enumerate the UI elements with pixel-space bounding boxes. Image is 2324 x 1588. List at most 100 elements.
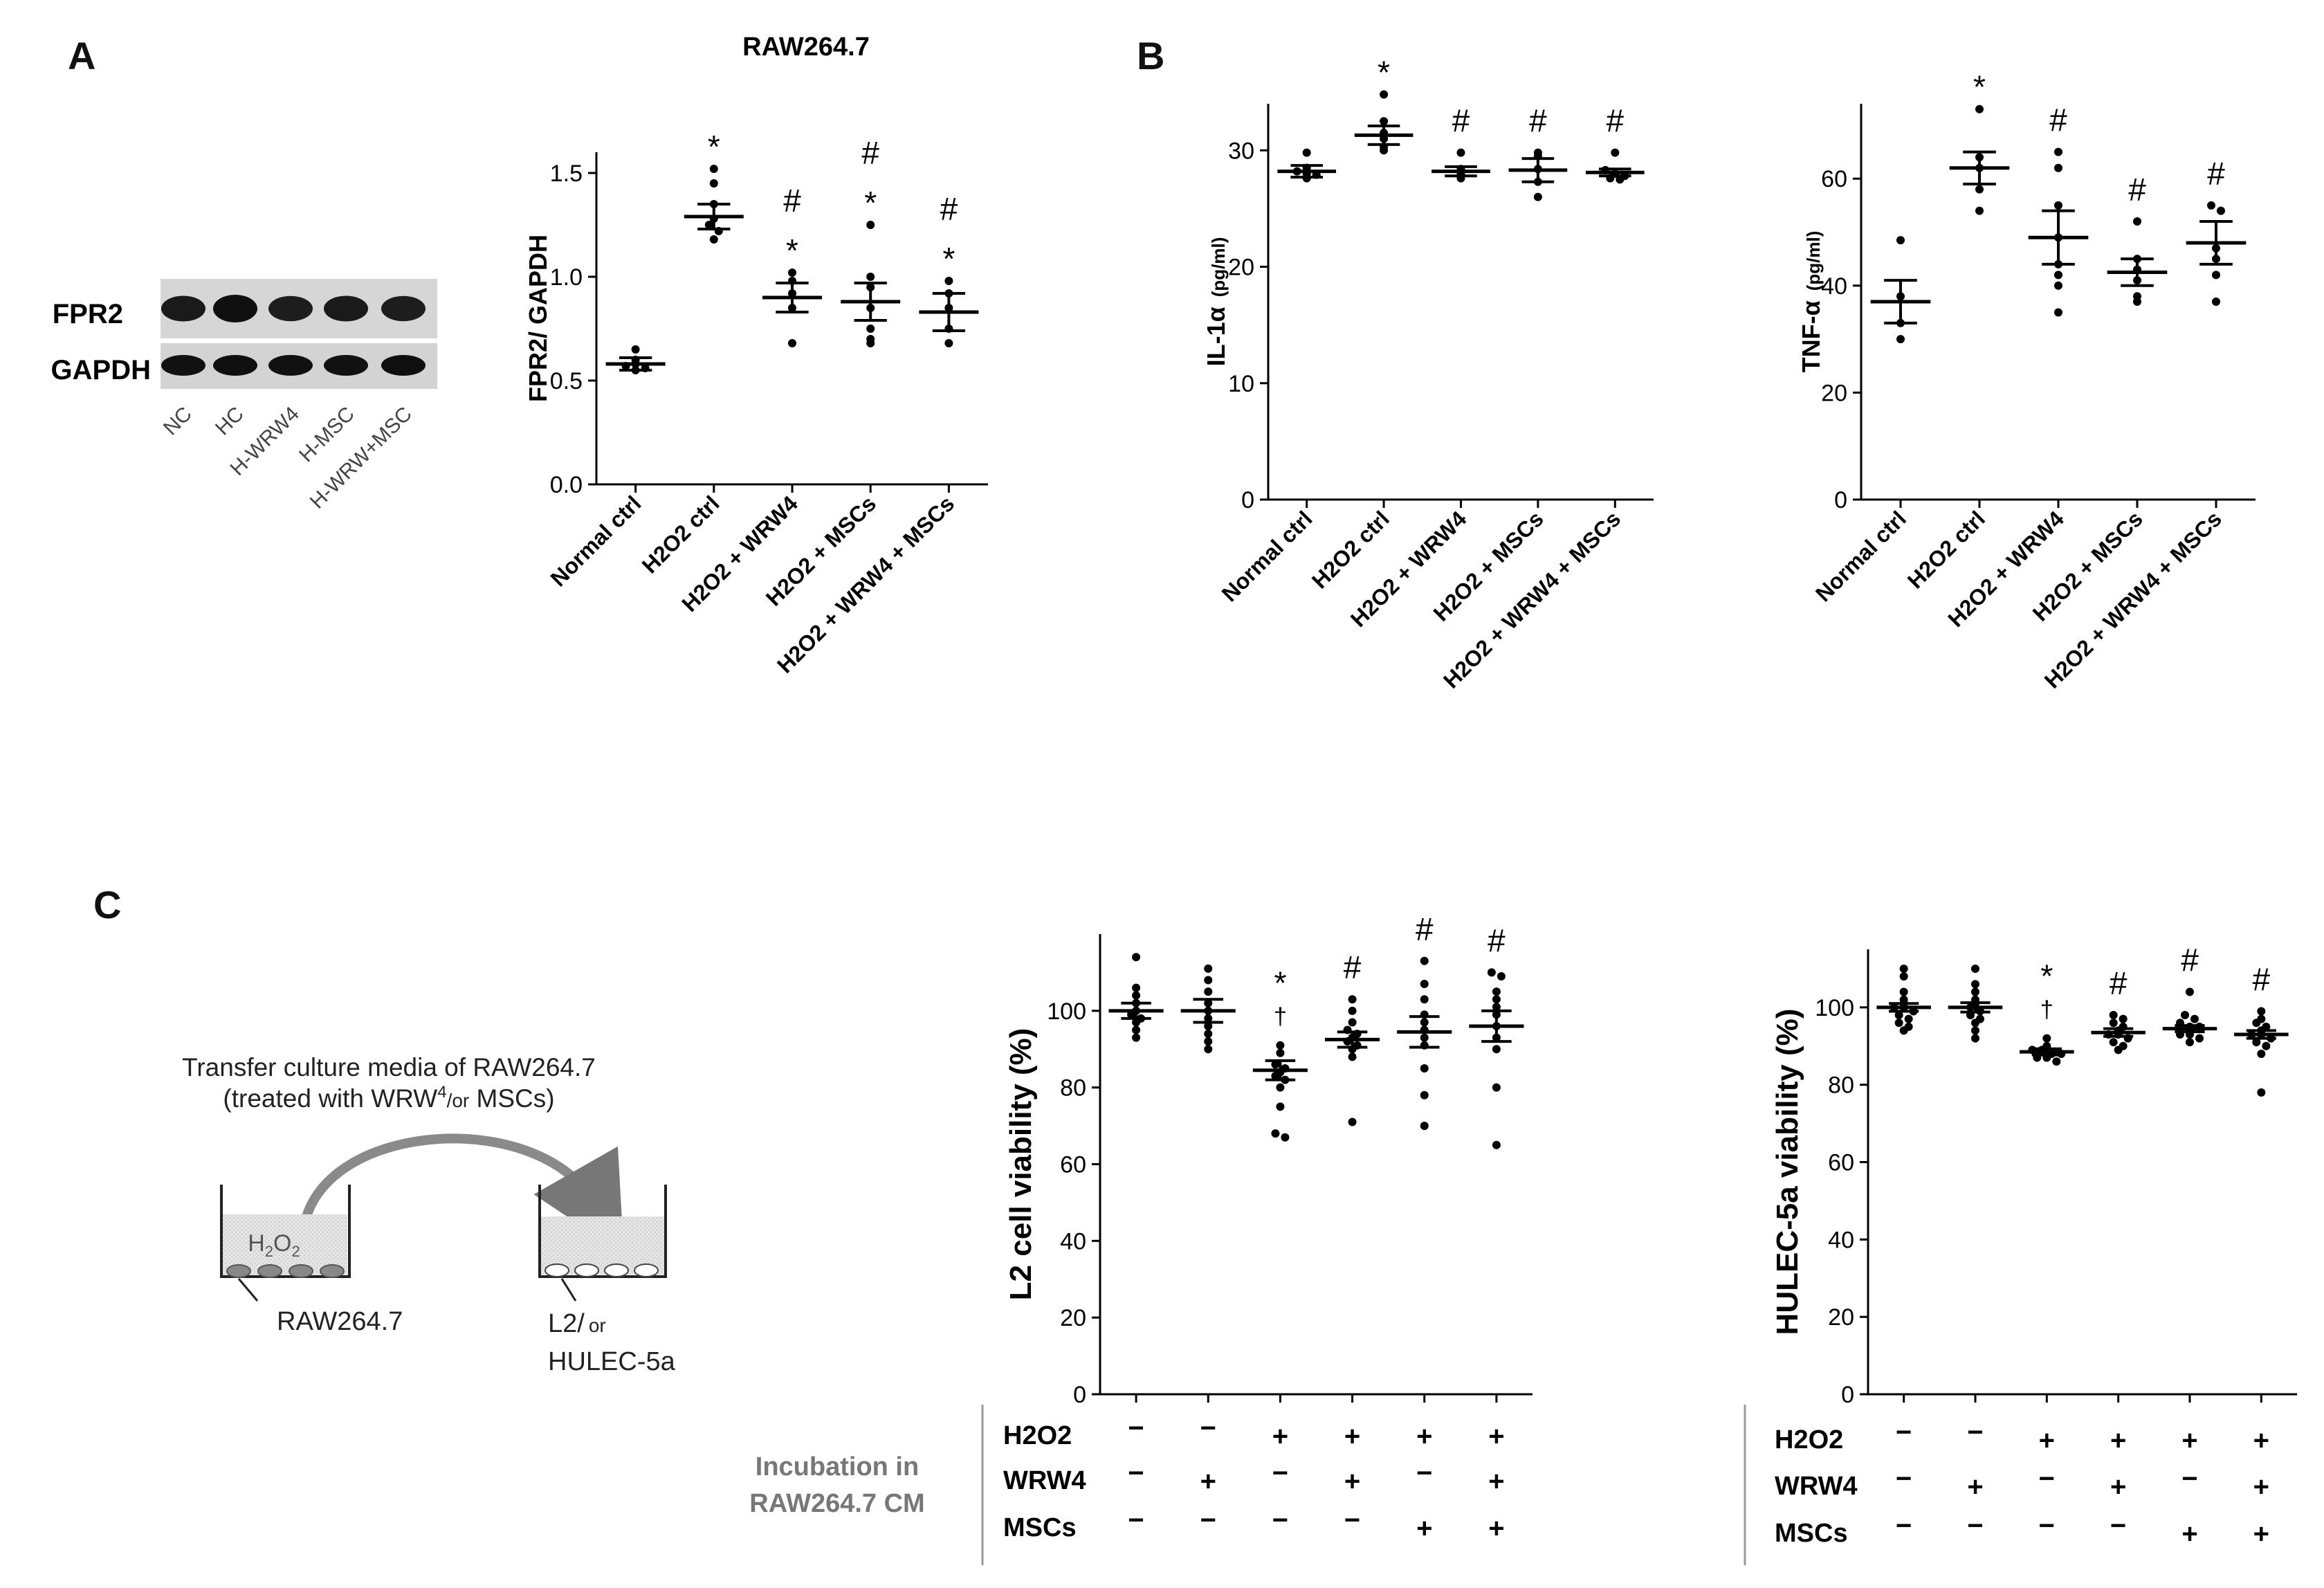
right-well-cell <box>634 1263 659 1277</box>
treatment-sign: − <box>1967 1417 1983 1448</box>
treatment-sign: − <box>1896 1417 1912 1448</box>
data-point <box>2186 987 2194 996</box>
data-point <box>1380 117 1389 126</box>
data-point <box>2217 206 2225 215</box>
diagram-caption-line1: Transfer culture media of RAW264.7 <box>182 1053 596 1082</box>
significance-mark: # <box>2253 961 2271 997</box>
treatment-row-label: H2O2 <box>1775 1425 1843 1454</box>
left-well-pointer <box>237 1278 259 1302</box>
significance-mark: * <box>1378 55 1390 91</box>
treatment-sign: + <box>1200 1466 1216 1497</box>
y-tick-label: 20 <box>1060 1305 1086 1331</box>
data-point <box>2212 298 2220 306</box>
significance-mark: # <box>2110 965 2128 1001</box>
treatment-sign: − <box>1200 1413 1216 1443</box>
data-point <box>2257 1007 2266 1016</box>
data-point <box>1276 1041 1285 1050</box>
treatment-sign: + <box>1967 1472 1983 1502</box>
data-point <box>1204 1022 1213 1030</box>
data-point <box>709 179 718 188</box>
data-point <box>1127 1010 1136 1019</box>
treatment-sign: + <box>1344 1421 1360 1452</box>
left-well-cell <box>320 1264 345 1278</box>
left-well-label: RAW264.7 <box>277 1307 403 1336</box>
y-tick-label: 60 <box>1060 1152 1086 1178</box>
y-axis-label: IL-1α(pg/ml) <box>1202 237 1230 367</box>
significance-mark: * <box>1973 69 1986 105</box>
significance-mark: † <box>1274 1004 1287 1030</box>
data-point <box>1204 987 1213 996</box>
data-point <box>1348 1117 1357 1126</box>
data-point <box>1348 1052 1357 1061</box>
treatment-sign: + <box>2181 1519 2197 1549</box>
significance-mark: # <box>2207 156 2225 192</box>
data-point <box>1204 1030 1213 1039</box>
data-point <box>1971 980 1979 989</box>
data-point <box>1132 953 1141 962</box>
data-point <box>1420 1064 1429 1073</box>
significance-mark: * <box>942 241 955 277</box>
treatment-sign: − <box>1344 1505 1360 1535</box>
data-point <box>1492 1003 1501 1012</box>
data-point <box>1276 1048 1285 1057</box>
data-point <box>2262 1041 2271 1050</box>
transfer-arrow <box>300 1133 624 1254</box>
data-point <box>1204 1045 1213 1054</box>
left-well-h2o2: H2O2 <box>248 1230 300 1260</box>
y-tick-label: 1.0 <box>550 264 583 291</box>
data-point <box>1904 1014 1913 1023</box>
right-well-pointer <box>560 1278 577 1302</box>
data-point <box>1899 972 1908 981</box>
treatment-sign: + <box>2039 1425 2055 1456</box>
data-point <box>1894 1011 1903 1020</box>
data-point <box>2054 308 2062 317</box>
data-point <box>2054 281 2062 290</box>
data-point <box>2257 1088 2266 1097</box>
treatment-sign: − <box>1416 1458 1432 1488</box>
significance-mark: # <box>1488 922 1506 958</box>
y-tick-label: 20 <box>1828 1304 1854 1331</box>
data-point <box>2109 1038 2118 1047</box>
y-tick-label: 20 <box>1821 380 1847 406</box>
significance-mark: † <box>2040 997 2053 1023</box>
data-point <box>2114 1046 2123 1055</box>
data-point <box>2052 1057 2061 1066</box>
treatment-sign: − <box>1272 1505 1288 1535</box>
data-point <box>1348 995 1357 1004</box>
data-point <box>2181 1011 2189 1020</box>
data-point <box>1975 185 1984 194</box>
x-category-label: Normal ctrl <box>1217 506 1317 606</box>
data-point <box>2257 1049 2266 1058</box>
treatment-row-label: WRW4 <box>1003 1466 1086 1495</box>
blot-band-fpr2 <box>268 295 313 322</box>
y-tick-label: 20 <box>1228 255 1254 281</box>
treatment-sign: − <box>1967 1511 1983 1541</box>
y-axis-label: L2 cell viability (%) <box>1004 1028 1038 1301</box>
data-point <box>1971 1026 1979 1035</box>
data-point <box>1204 1037 1213 1046</box>
treatment-sign: + <box>2110 1472 2126 1502</box>
treatment-sign: + <box>2181 1425 2197 1456</box>
data-point <box>2133 298 2141 306</box>
significance-mark: * <box>786 232 798 268</box>
data-point <box>1971 964 1979 973</box>
y-axis-label: FPR2/ GAPDH <box>524 235 552 402</box>
treatment-sign: + <box>2253 1472 2269 1502</box>
y-tick-label: 40 <box>1821 273 1847 300</box>
data-point <box>2212 271 2220 280</box>
y-tick-label: 0.5 <box>550 368 583 394</box>
y-tick-label: 100 <box>1815 995 1854 1021</box>
y-tick-label: 100 <box>1047 998 1086 1025</box>
panel-label-a: A <box>68 34 96 77</box>
data-point <box>2054 147 2062 156</box>
treatment-row-label: MSCs <box>1775 1519 1848 1548</box>
data-point <box>1420 1090 1429 1099</box>
significance-mark: # <box>2049 102 2067 138</box>
data-point <box>2109 1019 2118 1028</box>
y-tick-label: 40 <box>1828 1227 1854 1253</box>
data-point <box>1492 1045 1501 1054</box>
y-tick-label: 0.0 <box>550 472 583 498</box>
data-point <box>788 339 796 347</box>
blot-band-gapdh <box>268 355 313 376</box>
